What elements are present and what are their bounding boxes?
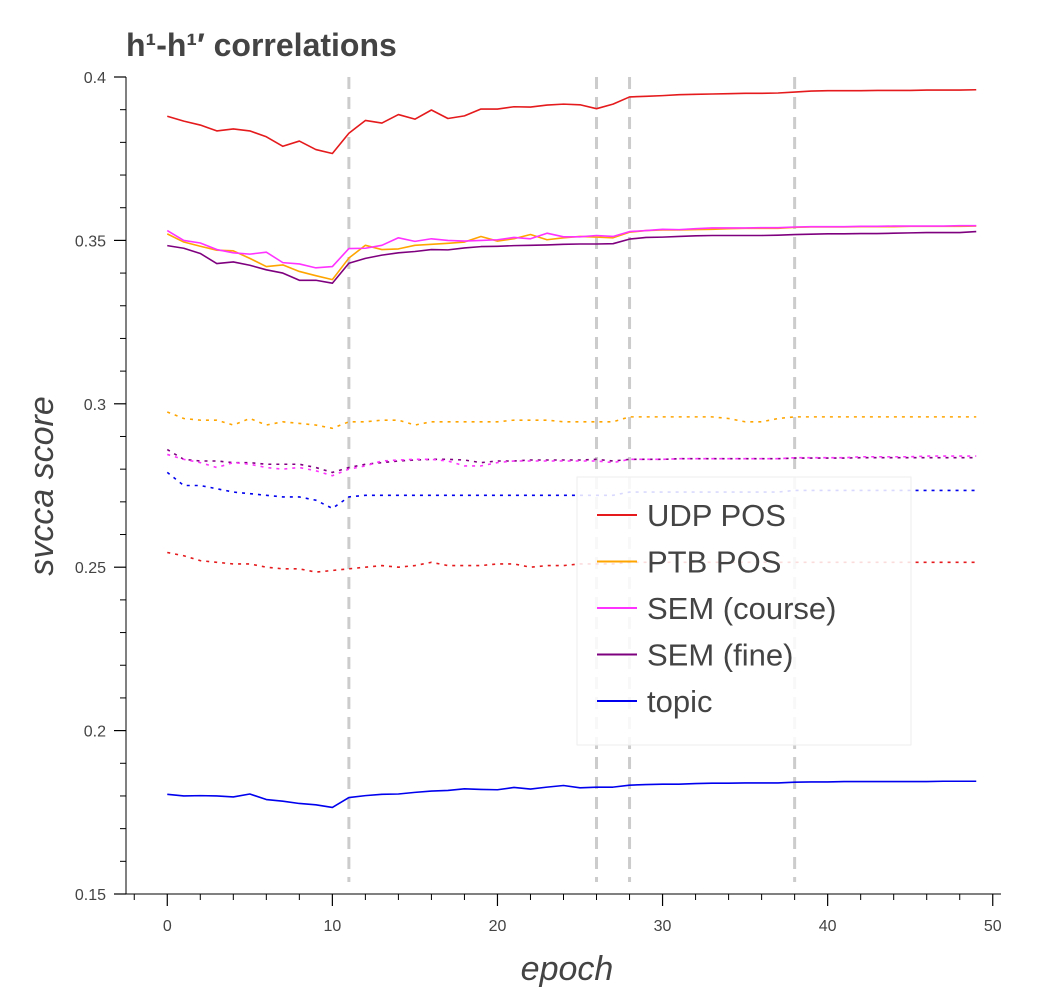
x-tick-label: 10 bbox=[323, 918, 341, 935]
legend: UDP POS PTB POS SEM (course) SEM (fine) topi… bbox=[576, 476, 912, 746]
y-tick-label: 0.3 bbox=[84, 397, 106, 414]
x-tick-label: 20 bbox=[489, 918, 507, 935]
y-tick-label: 0.35 bbox=[75, 233, 106, 250]
series-line-sem-fine-baseline bbox=[166, 448, 977, 474]
series-line-sem-course-baseline bbox=[167, 453, 977, 477]
legend-label: topic bbox=[647, 684, 712, 719]
x-axis-label: epoch bbox=[521, 950, 614, 988]
legend-label: UDP POS bbox=[647, 498, 786, 533]
x-tick-label: 0 bbox=[163, 918, 172, 935]
series-line-topic bbox=[167, 780, 977, 809]
x-tick-label: 30 bbox=[654, 918, 672, 935]
chart-title: h¹-h¹′ correlations bbox=[126, 27, 397, 63]
series-line-udp-pos bbox=[167, 88, 977, 155]
y-tick-label: 0.15 bbox=[75, 887, 106, 904]
y-tick-label: 0.2 bbox=[84, 724, 106, 741]
series-line-udp-pos-baseline bbox=[167, 551, 977, 573]
series-line-ptb-pos-baseline bbox=[166, 411, 977, 430]
legend-label: SEM (course) bbox=[647, 591, 836, 626]
y-tick-label: 0.4 bbox=[84, 70, 106, 87]
legend-label: SEM (fine) bbox=[647, 638, 793, 673]
x-tick-label: 50 bbox=[984, 918, 1002, 935]
series-line-sem-course bbox=[166, 224, 977, 269]
y-tick-label: 0.25 bbox=[75, 560, 106, 577]
y-axis-label: svcca score bbox=[23, 396, 61, 576]
series-line-sem-fine bbox=[167, 230, 977, 285]
legend-label: PTB POS bbox=[647, 545, 781, 580]
x-tick-label: 40 bbox=[819, 918, 837, 935]
